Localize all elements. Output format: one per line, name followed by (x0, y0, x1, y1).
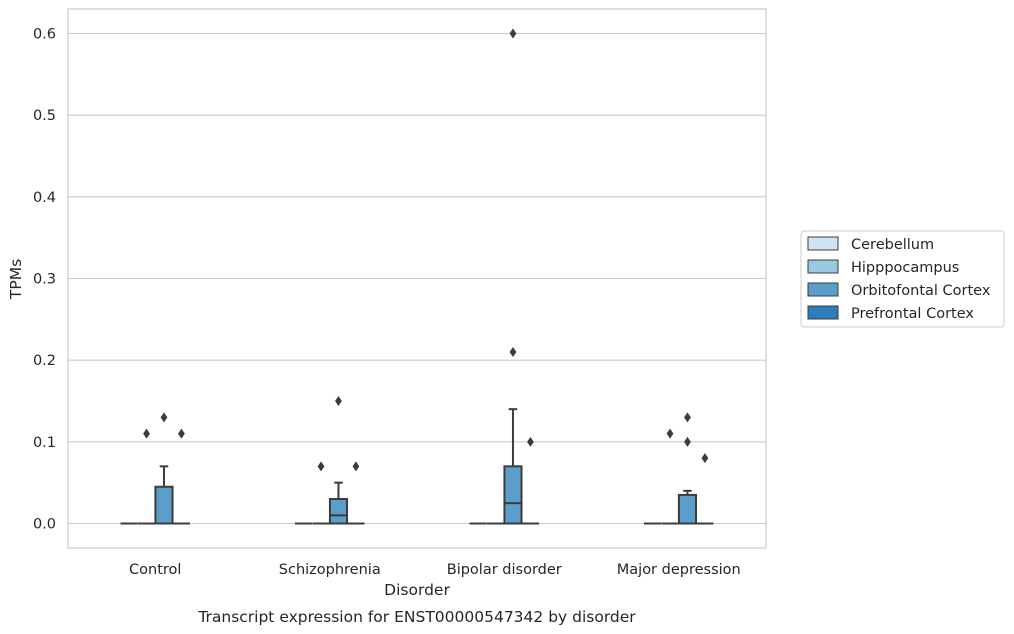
y-tick-label: 0.3 (33, 272, 56, 288)
x-axis-ticks: Control Schizophrenia Bipolar disorder Majo… (129, 562, 741, 578)
y-axis-label: TPMs (7, 259, 25, 300)
outlier-point (143, 428, 150, 439)
box-body (677, 493, 698, 525)
outlier-point (666, 428, 674, 439)
legend-swatch (807, 236, 839, 251)
outlier-point (178, 428, 185, 439)
x-tick-label: Bipolar disorder (447, 562, 562, 578)
legend-label: Orbitofontal Cortex (851, 283, 991, 299)
boxes-layer (120, 28, 714, 525)
box-hipppocampus (137, 428, 156, 525)
legend-frame (800, 230, 1005, 328)
legend-swatch (807, 259, 839, 274)
outlier-point (160, 412, 168, 423)
x-tick-label: Control (129, 562, 181, 578)
x-tick-label: Schizophrenia (279, 562, 381, 578)
outlier-point (335, 396, 342, 406)
box-prefrontal-cortex (521, 436, 539, 525)
box-orbitofontal-cortex (677, 412, 698, 525)
y-tick-label: 0.5 (33, 108, 56, 124)
legend-swatch (807, 282, 839, 297)
outlier-point (352, 461, 360, 472)
y-tick-label: 0.0 (33, 517, 56, 533)
legend-label: Cerebellum (851, 237, 934, 253)
x-axis-label: Disorder (384, 581, 450, 599)
box-orbitofontal-cortex (154, 412, 174, 525)
box-hipppocampus (312, 461, 330, 525)
box-orbitofontal-cortex (328, 396, 349, 525)
outlier-point (684, 436, 691, 447)
box-hipppocampus (661, 428, 679, 525)
legend-label: Prefrontal Cortex (851, 306, 974, 322)
legend-label: Hipppocampus (851, 260, 959, 276)
outlier-point (527, 436, 534, 447)
box-body (328, 498, 349, 525)
y-tick-label: 0.6 (33, 27, 56, 43)
grid-lines (68, 32, 766, 525)
outlier-point (509, 347, 517, 357)
x-tick-label: Major depression (617, 562, 741, 578)
box-orbitofontal-cortex (503, 28, 523, 525)
box-body (154, 485, 174, 525)
legend-swatch (807, 305, 839, 320)
outlier-point (701, 453, 709, 464)
y-tick-label: 0.4 (33, 190, 56, 206)
y-tick-label: 0.2 (33, 353, 56, 369)
outlier-point (684, 412, 691, 423)
outlier-point (317, 461, 325, 472)
y-axis-ticks: 0.0 0.1 0.2 0.3 0.4 0.5 0.6 (33, 27, 56, 533)
chart-caption: Transcript expression for ENST0000054734… (197, 608, 636, 626)
box-prefrontal-cortex (347, 461, 365, 525)
outlier-point (509, 28, 517, 39)
box-prefrontal-cortex (172, 428, 190, 525)
box-prefrontal-cortex (696, 453, 714, 525)
y-tick-label: 0.1 (33, 435, 56, 451)
box-body (503, 465, 523, 525)
plot-frame (67, 8, 767, 549)
legend: Cerebellum Hipppocampus Orbitofontal Corte… (800, 230, 1005, 328)
